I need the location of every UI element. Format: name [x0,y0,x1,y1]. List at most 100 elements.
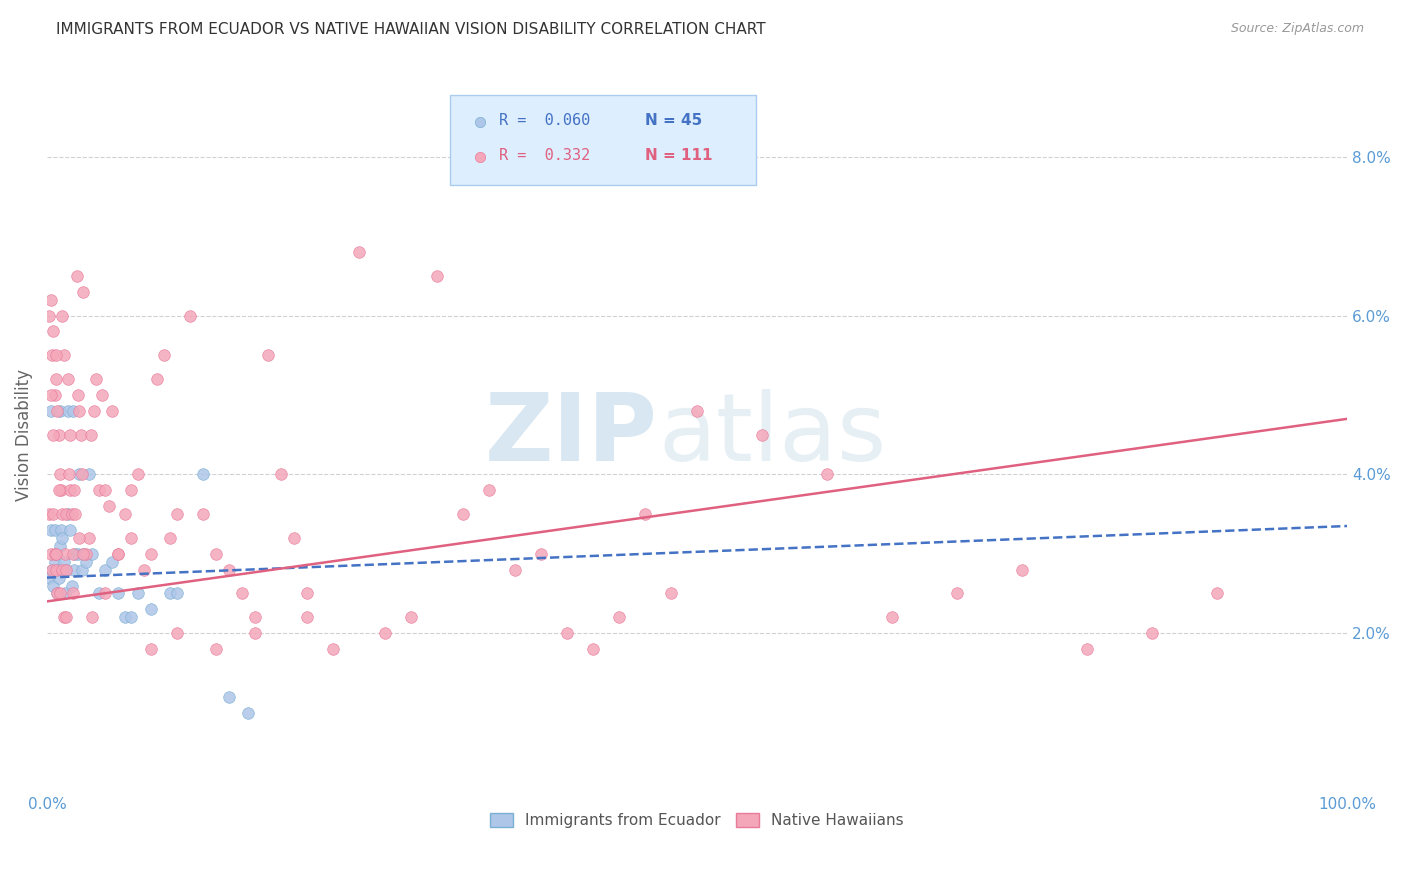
Point [44,547,66,561]
Point [62,586,84,600]
Point [166,507,188,521]
Point [107,586,129,600]
Point [44,555,66,569]
Point [46,404,69,418]
Point [166,626,188,640]
Point [257,348,280,362]
Point [75,555,97,569]
Point [72,547,94,561]
Point [77,467,100,482]
Point [191,467,214,482]
Point [283,531,305,545]
Point [134,563,156,577]
Point [159,586,181,600]
Point [52,610,75,624]
Point [815,467,838,482]
Point [46,586,69,600]
Point [87,586,110,600]
Point [153,348,176,362]
Point [60,507,83,521]
Point [41,563,63,577]
Point [60,578,83,592]
Point [38,309,60,323]
Point [322,642,344,657]
Point [503,563,526,577]
Text: R =  0.060: R = 0.060 [499,112,591,128]
Point [51,523,73,537]
Point [582,642,605,657]
Point [374,626,396,640]
Point [72,285,94,299]
Point [58,467,80,482]
Point [39,404,62,418]
Point [51,563,73,577]
Point [52,555,75,569]
Point [94,586,117,600]
Point [63,483,86,498]
Point [270,467,292,482]
Point [45,547,67,561]
Point [56,507,79,521]
Point [65,507,87,521]
Point [120,610,142,624]
Text: N = 111: N = 111 [645,148,713,163]
Point [426,268,449,283]
Point [42,578,65,592]
Point [41,348,63,362]
Point [42,427,65,442]
Point [1076,642,1098,657]
Point [127,467,149,482]
Point [659,586,682,600]
Point [38,571,60,585]
Point [67,547,90,561]
Point [42,507,65,521]
Point [39,523,62,537]
Point [67,404,90,418]
Point [98,499,121,513]
Point [46,586,69,600]
Point [139,547,162,561]
Legend: Immigrants from Ecuador, Native Hawaiians: Immigrants from Ecuador, Native Hawaiian… [484,807,910,834]
Point [218,690,240,704]
Point [243,626,266,640]
Point [179,309,201,323]
Point [634,507,657,521]
Point [946,586,969,600]
Point [80,427,103,442]
Point [882,610,904,624]
Point [347,245,370,260]
Point [42,325,65,339]
Point [101,555,124,569]
Point [55,563,77,577]
Point [166,586,188,600]
Point [49,586,72,600]
Point [77,531,100,545]
Point [49,467,72,482]
Point [46,563,69,577]
Point [51,483,73,498]
Point [72,547,94,561]
Point [44,388,66,402]
Point [127,586,149,600]
Point [139,602,162,616]
Point [70,467,93,482]
Point [84,372,107,386]
Point [87,483,110,498]
Point [82,610,104,624]
Point [56,404,79,418]
Point [120,531,142,545]
Point [55,507,77,521]
Point [65,547,87,561]
Point [451,507,474,521]
Point [39,293,62,307]
Point [59,427,82,442]
Point [107,547,129,561]
Point [49,539,72,553]
Point [231,586,253,600]
Point [41,563,63,577]
Point [55,610,77,624]
Point [530,547,553,561]
Point [205,642,228,657]
Point [67,388,90,402]
Point [686,404,709,418]
